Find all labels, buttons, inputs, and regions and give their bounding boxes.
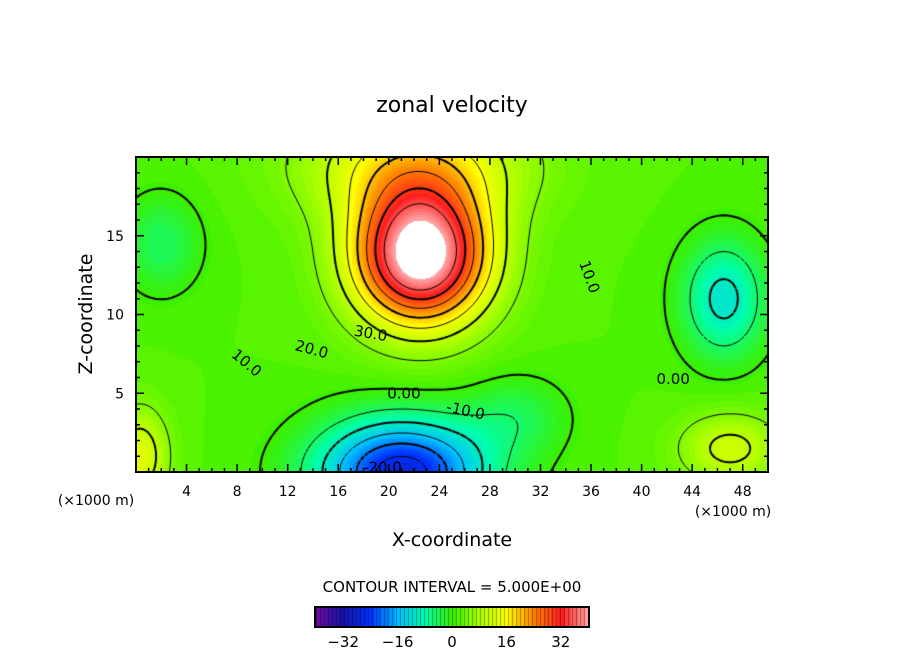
colorbar-tick-labels: −32 −16 0 16 32 xyxy=(327,633,570,651)
y-tick-label: 15 xyxy=(106,229,124,245)
plot-frame xyxy=(135,156,769,473)
x-tick-label: 8 xyxy=(233,484,242,500)
x-tick-label: 28 xyxy=(481,484,499,500)
x-tick-label: 24 xyxy=(430,484,448,500)
x-units-right: (×1000 m) xyxy=(695,504,771,520)
colorbar-tick-label: −32 xyxy=(327,633,359,651)
colorbar xyxy=(316,608,588,626)
y-tick-label: 10 xyxy=(106,308,124,324)
contour-labels: 30.0 20.0 10.0 10.0 0.00 0.00 -10.0 -20.0 xyxy=(228,258,690,476)
x-tick-label: 12 xyxy=(279,484,297,500)
colorbar-tick-label: −16 xyxy=(382,633,414,651)
x-tick-label: 16 xyxy=(329,484,347,500)
colorbar-frame xyxy=(314,606,590,628)
contour-label: 30.0 xyxy=(353,322,389,346)
contour-label: -20.0 xyxy=(363,458,402,476)
x-tick-label: 32 xyxy=(532,484,550,500)
contour-label: 10.0 xyxy=(575,258,603,296)
contour-label: 20.0 xyxy=(293,336,330,362)
colorbar-tick-label: 16 xyxy=(497,633,516,651)
x-units-left: (×1000 m) xyxy=(58,493,134,509)
contour-label: -10.0 xyxy=(445,398,487,424)
contour-field xyxy=(136,157,768,472)
chart-title: zonal velocity xyxy=(376,93,528,118)
colorbar-tick-label: 0 xyxy=(447,633,457,651)
x-tick-label: 40 xyxy=(633,484,651,500)
x-tick-label: 20 xyxy=(380,484,398,500)
x-tick-label: 36 xyxy=(582,484,600,500)
contour-label: 0.00 xyxy=(387,384,420,402)
colorbar-tick-label: 32 xyxy=(551,633,570,651)
y-tick-label: 5 xyxy=(115,386,124,402)
x-tick-labels: 4 8 12 16 20 24 28 32 36 40 44 48 xyxy=(182,484,752,500)
contour-label: 0.00 xyxy=(656,370,689,388)
axis-ticks xyxy=(136,157,768,472)
x-axis-label: X-coordinate xyxy=(392,529,512,551)
x-tick-label: 4 xyxy=(182,484,191,500)
contour-label: 10.0 xyxy=(228,345,265,380)
x-tick-label: 48 xyxy=(734,484,752,500)
x-tick-label: 44 xyxy=(683,484,701,500)
y-axis-label: Z-coordinate xyxy=(75,254,97,375)
contour-interval-label: CONTOUR INTERVAL = 5.000E+00 xyxy=(323,578,582,596)
y-tick-labels: 5 10 15 xyxy=(106,229,124,403)
